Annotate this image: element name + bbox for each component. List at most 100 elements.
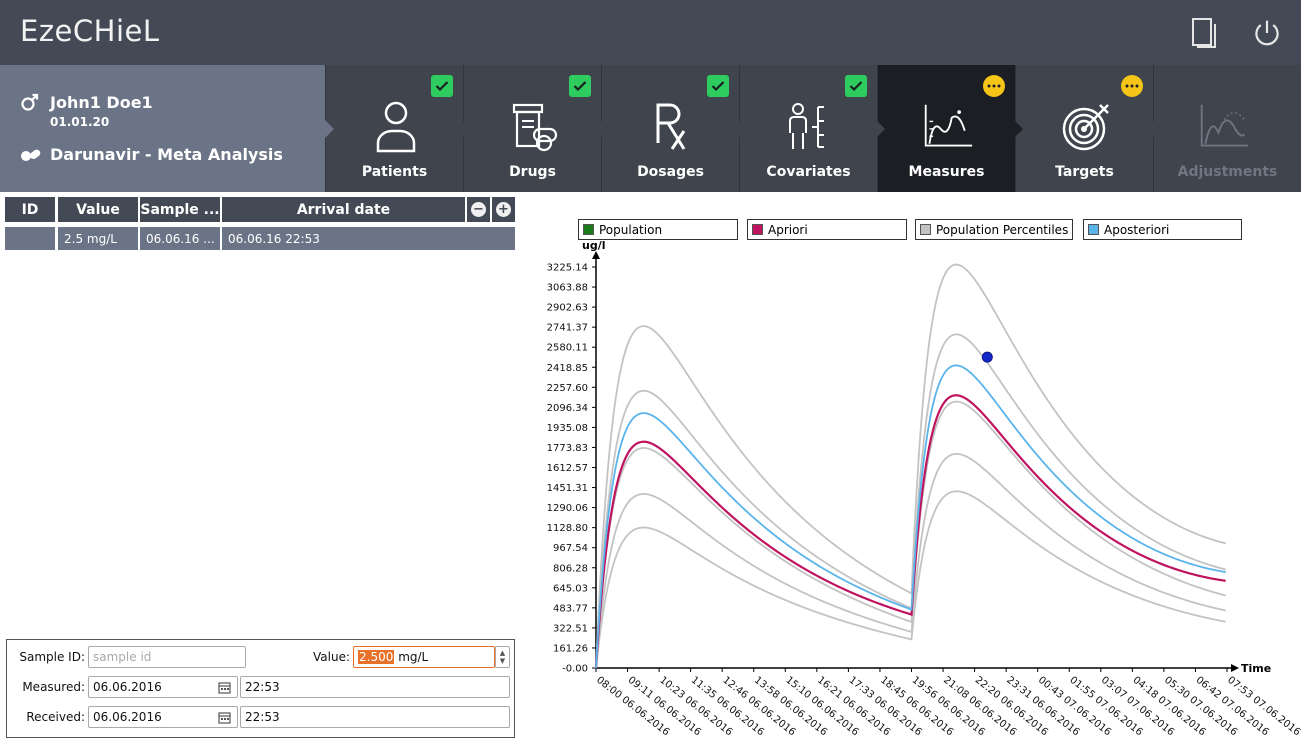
rx-icon [656,103,686,150]
value-input[interactable]: 2.500 mg/L [353,646,495,668]
table-cell-sample[interactable]: 06.06.16 ... [140,227,220,250]
value-number: 2.500 [358,650,395,664]
y-tick-label: 2741.37 [547,323,588,334]
column-header-value[interactable]: Value [58,197,138,222]
measured-time-input[interactable]: 22:53 [240,676,510,698]
y-tick-label: 483.77 [553,603,588,614]
table-cell-id[interactable] [5,227,55,250]
value-spinner[interactable]: ▲ ▼ [495,646,510,668]
population-percentiles-curve [595,263,1226,669]
y-tick-label: 1451.31 [547,483,588,494]
workflow-steps: Patients Drugs Dosages [325,65,1301,192]
y-tick-label: 1128.80 [547,523,588,534]
y-tick-label: 2257.60 [547,383,588,394]
column-header-arrival[interactable]: Arrival date [222,197,465,222]
legend-population[interactable]: Population [578,219,738,240]
concentration-chart[interactable]: ug/l Time -0.00 161.26 322.51 483.77 645.03 806… [520,240,1301,744]
legend-population-percentiles[interactable]: Population Percentiles [915,219,1073,240]
step-separator [600,120,609,138]
step-drugs[interactable]: Drugs [463,65,601,192]
measured-date-input[interactable]: 06.06.2016 [88,676,238,698]
sample-id-placeholder: sample id [93,650,152,664]
y-tick-label: 2418.85 [547,363,588,374]
legend-label: Population [599,222,663,237]
calendar-icon[interactable] [218,711,231,724]
measured-time: 22:53 [245,680,280,694]
power-icon[interactable] [1252,16,1282,50]
legend-aposteriori[interactable]: Aposteriori [1083,219,1242,240]
received-date: 06.06.2016 [93,710,162,724]
received-time-input[interactable]: 22:53 [240,706,510,728]
y-tick-label: 1290.06 [547,503,588,514]
step-dosages[interactable]: Dosages [601,65,739,192]
sample-id-label: Sample ID: [19,650,85,664]
check-icon [845,75,867,97]
legend-swatch [920,224,931,235]
column-header-sample[interactable]: Sample ... [140,197,220,222]
measured-label: Measured: [22,680,85,694]
step-measures[interactable]: Measures [877,65,1015,192]
table-cell-value[interactable]: 2.5 mg/L [58,227,138,250]
y-tick-label: 1612.57 [547,463,588,474]
pending-icon [983,75,1005,97]
y-tick-label: 3063.88 [547,283,588,294]
patient-panel: John1 Doe1 01.01.20 Darunavir - Meta Ana… [0,65,325,192]
legend-swatch [583,224,594,235]
legend-swatch [752,224,763,235]
legend-label: Population Percentiles [936,222,1069,237]
add-button[interactable]: + [492,197,515,222]
step-separator [1014,120,1023,138]
remove-button[interactable]: − [467,197,490,222]
apriori-curve [594,394,1226,669]
male-icon [21,93,39,111]
y-tick-label: 967.54 [553,543,588,554]
aposteriori-curve [595,364,1226,669]
y-tick-label: 161.26 [553,643,588,654]
measure-point[interactable] [981,351,993,363]
y-axis-arrow [592,251,600,259]
pending-icon [1121,75,1143,97]
step-covariates[interactable]: Covariates [739,65,877,192]
covariates-icon [789,103,824,149]
step-label: Patients [361,164,428,180]
chart-axes [592,251,1239,672]
legend-apriori[interactable]: Apriori [747,219,907,240]
step-targets[interactable]: Targets [1015,65,1153,192]
check-icon [431,75,453,97]
top-bar: EzeCHieL [0,0,1301,65]
y-tick-label: 2096.34 [547,403,588,414]
measured-date: 06.06.2016 [93,680,162,694]
app-title: EzeCHieL [20,14,160,48]
spin-up-icon: ▲ [499,649,506,657]
legend-label: Aposteriori [1104,222,1170,237]
drug-name: Darunavir - Meta Analysis [50,145,283,164]
step-label: Adjustments [1177,164,1278,180]
y-tick-label: 2580.11 [547,343,588,354]
received-date-input[interactable]: 06.06.2016 [88,706,238,728]
population-percentiles-curve [595,490,1226,669]
step-adjustments: Adjustments [1153,65,1301,192]
document-icon[interactable] [1190,16,1220,50]
patient-dob: 01.01.20 [50,115,110,129]
y-tick-label: 2902.63 [547,303,588,314]
table-cell-arrival[interactable]: 06.06.16 22:53 [222,227,515,250]
check-icon [569,75,591,97]
step-label: Drugs [509,164,556,180]
minus-icon: − [471,202,486,217]
value-label: Value: [313,650,350,664]
column-header-id[interactable]: ID [5,197,55,222]
sample-id-input[interactable]: sample id [88,646,246,668]
y-tick-label: 3225.14 [547,263,588,274]
patient-name: John1 Doe1 [50,92,153,112]
population-percentiles-curve [595,333,1226,669]
measures-icon [924,104,973,147]
value-unit: mg/L [398,650,429,664]
step-label: Measures [908,164,985,180]
pill-icon [21,149,41,161]
step-patients[interactable]: Patients [325,65,463,192]
population-percentiles-curve [595,453,1226,669]
measure-form: Sample ID: sample id Value: 2.500 mg/L ▲… [6,639,515,738]
y-tick-label: 322.51 [553,623,588,634]
calendar-icon[interactable] [218,681,231,694]
legend-label: Apriori [768,222,808,237]
